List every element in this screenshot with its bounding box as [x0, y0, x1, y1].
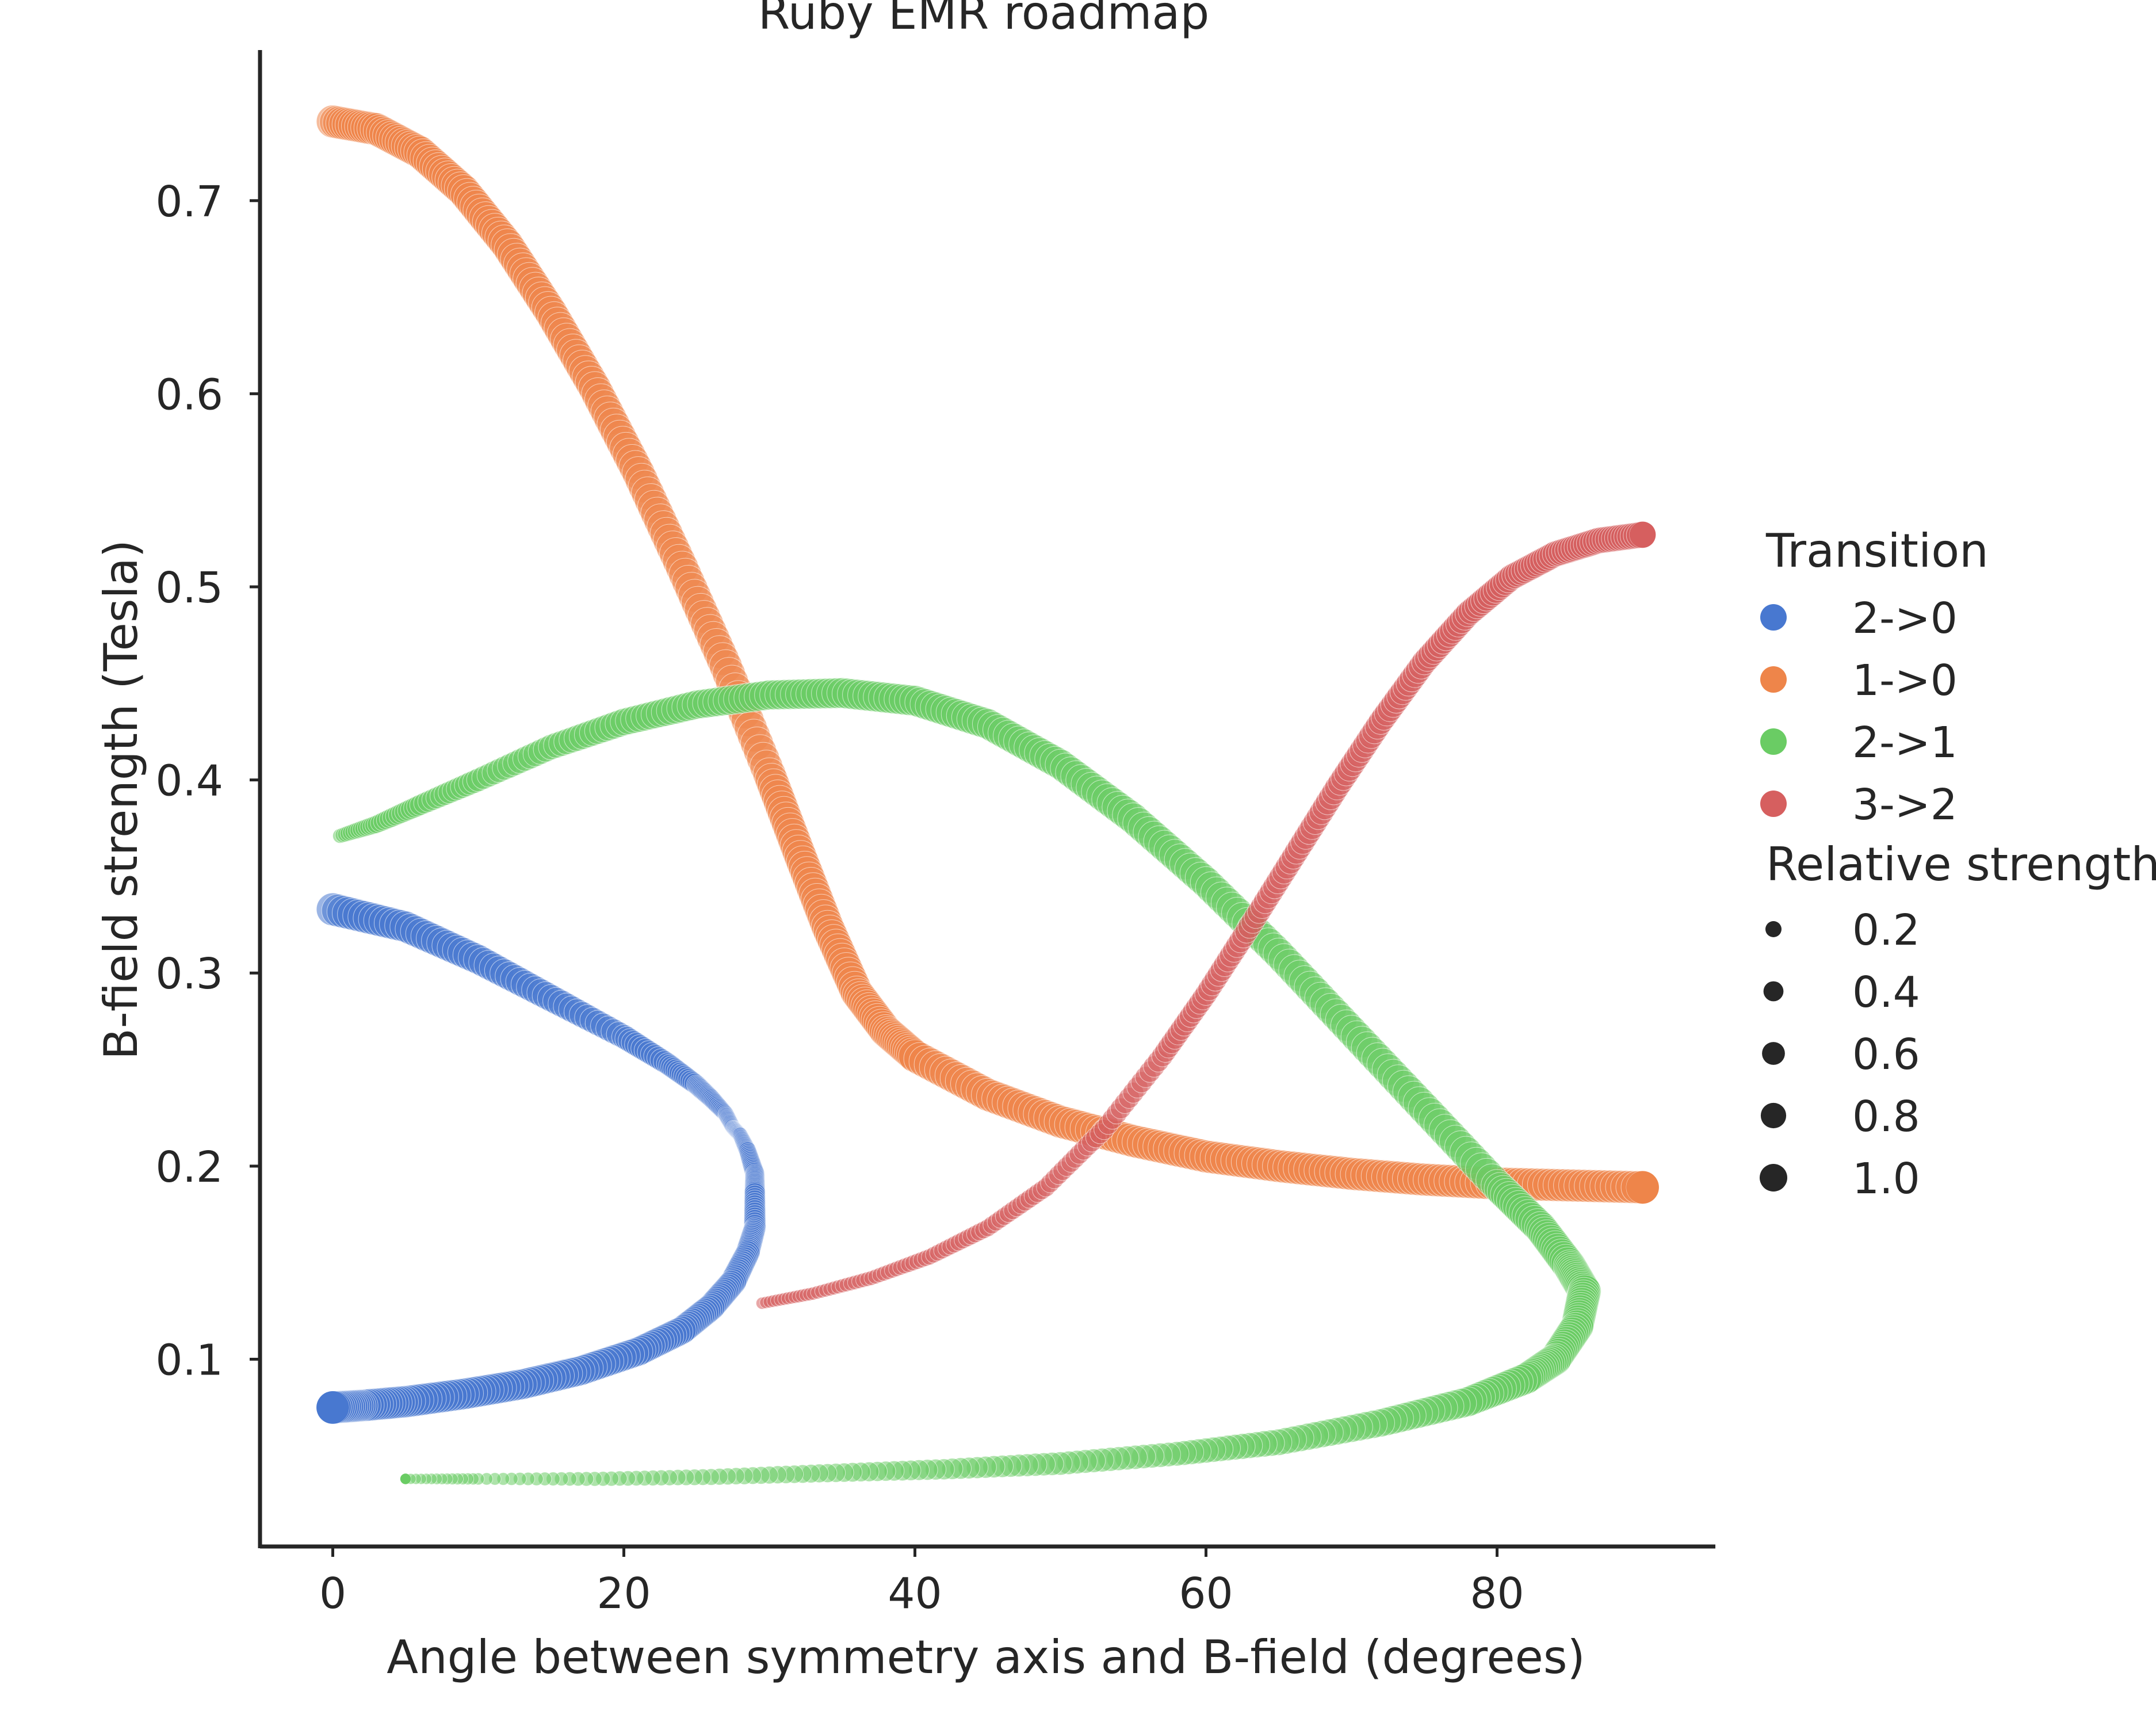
y-tick-label: 0.2 [155, 1143, 223, 1192]
legend-label: 1.0 [1852, 1154, 1920, 1204]
data-point [316, 1391, 349, 1424]
legend-marker [1760, 728, 1787, 755]
y-tick-label: 0.6 [155, 370, 223, 419]
x-tick-label: 0 [319, 1569, 346, 1618]
y-tick-label: 0.4 [155, 757, 223, 806]
y-tick-label: 0.1 [155, 1335, 223, 1385]
y-tick-label: 0.5 [155, 563, 223, 613]
legend-label: 2->0 [1852, 594, 1958, 643]
x-tick-label: 80 [1470, 1569, 1524, 1618]
series-3-2 [755, 521, 1656, 1310]
y-axis-label: B-field strength (Tesla) [94, 540, 148, 1060]
data-point [1626, 1171, 1659, 1204]
series-1-0 [316, 105, 1660, 1204]
legend-size-entries: 0.2 0.4 0.6 0.8 1.0 [1760, 906, 1920, 1204]
legend-size-marker [1760, 1102, 1787, 1129]
legend-size-marker [1765, 921, 1782, 937]
legend-size-marker [1760, 1164, 1787, 1192]
y-tick-label: 0.7 [155, 177, 223, 227]
x-axis-label: Angle between symmetry axis and B-field … [387, 1630, 1585, 1684]
legend-size-marker [1762, 1042, 1785, 1065]
legend-size-marker [1763, 981, 1784, 1002]
chart-title: Ruby EMR roadmap [758, 0, 1209, 40]
x-tick-label: 60 [1179, 1569, 1233, 1618]
legend-label: 0.6 [1852, 1030, 1920, 1079]
legend-marker [1760, 791, 1787, 817]
legend-size-title: Relative strength [1766, 838, 2156, 891]
legend-label: 0.4 [1852, 968, 1920, 1017]
y-tick-label: 0.3 [155, 949, 223, 999]
legend-hue-entries: 2->0 1->0 2->1 3->2 [1760, 594, 1958, 830]
x-axis-ticks: 0 20 40 60 80 [319, 1546, 1524, 1618]
legend-label: 0.8 [1852, 1092, 1920, 1141]
data-points [316, 105, 1660, 1487]
legend-marker [1760, 666, 1787, 693]
y-axis-ticks: 0.1 0.2 0.3 0.4 0.5 0.6 0.7 [155, 177, 260, 1385]
series-2-0 [316, 892, 766, 1425]
legend-label: 3->2 [1852, 780, 1958, 830]
legend-marker [1760, 604, 1787, 631]
x-tick-label: 20 [597, 1569, 651, 1618]
series-2-1 [332, 677, 1601, 1487]
legend-label: 2->1 [1852, 718, 1958, 767]
x-tick-label: 40 [888, 1569, 942, 1618]
data-point [400, 1473, 411, 1484]
legend-label: 1->0 [1852, 656, 1958, 705]
data-point [1629, 521, 1656, 548]
legend-label: 0.2 [1852, 906, 1920, 955]
legend-hue-title: Transition [1765, 524, 1989, 578]
legend: Transition 2->0 1->0 2->1 3->2 Relative str… [1760, 524, 2156, 1204]
